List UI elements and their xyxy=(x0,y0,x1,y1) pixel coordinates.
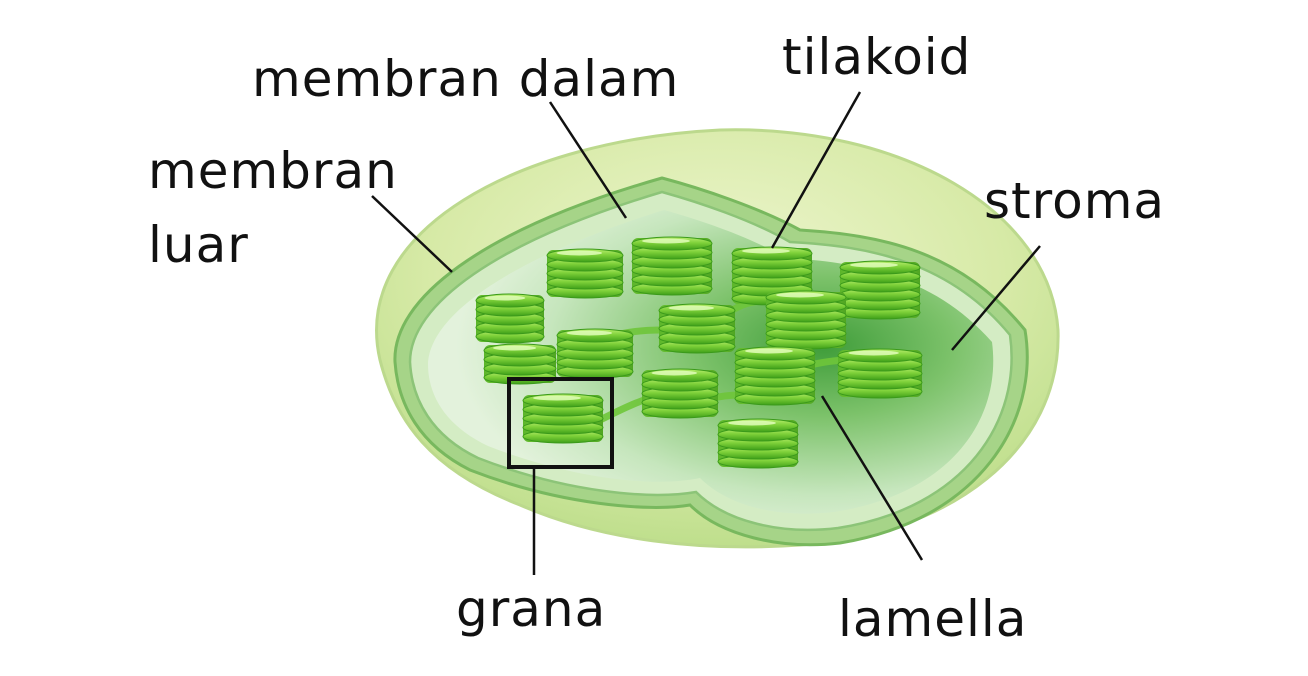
label-membran-dalam: membran dalam xyxy=(252,50,680,108)
disc-highlight xyxy=(668,305,715,311)
disc-highlight xyxy=(492,345,537,351)
label-membran-luar-line1: membran xyxy=(148,142,398,200)
granum-stack xyxy=(475,293,545,344)
disc-highlight xyxy=(533,395,581,401)
disc-highlight xyxy=(742,248,790,254)
granum-stack xyxy=(641,368,719,419)
label-membran-luar-line2: luar xyxy=(148,216,249,274)
leader-line-membran-luar xyxy=(371,195,453,273)
disc-highlight xyxy=(745,348,793,354)
granum-stack xyxy=(839,260,921,320)
disc-highlight xyxy=(556,250,603,256)
disc-highlight xyxy=(776,292,824,298)
granum-stack xyxy=(556,328,634,379)
granum-stack xyxy=(631,236,713,296)
leader-line-tilakoid xyxy=(770,91,862,249)
granum-stack xyxy=(765,290,847,350)
label-stroma: stroma xyxy=(984,172,1166,230)
granum-stack xyxy=(546,248,624,299)
leader-line-lamella xyxy=(820,395,924,561)
granum-stack xyxy=(658,303,736,354)
disc-highlight xyxy=(728,420,776,426)
disc-highlight xyxy=(848,350,899,356)
grana-highlight-box xyxy=(507,377,614,469)
leader-line-membran-dalam xyxy=(548,101,628,219)
granum-stack xyxy=(837,348,923,399)
disc-highlight xyxy=(850,262,898,268)
label-membran-luar: membran luar xyxy=(148,134,398,282)
disc-highlight xyxy=(642,238,690,244)
granum-stack xyxy=(717,418,799,469)
leader-lines xyxy=(371,91,1041,575)
disc-highlight xyxy=(566,330,613,336)
leader-line-stroma xyxy=(951,245,1041,351)
label-grana: grana xyxy=(456,580,607,638)
granum-stack xyxy=(734,346,816,406)
granum-stack xyxy=(522,393,604,444)
disc-highlight xyxy=(484,295,526,301)
label-lamella: lamella xyxy=(838,590,1028,648)
grana-stacks xyxy=(475,236,923,469)
label-tilakoid: tilakoid xyxy=(782,28,972,86)
disc-highlight xyxy=(651,370,698,376)
